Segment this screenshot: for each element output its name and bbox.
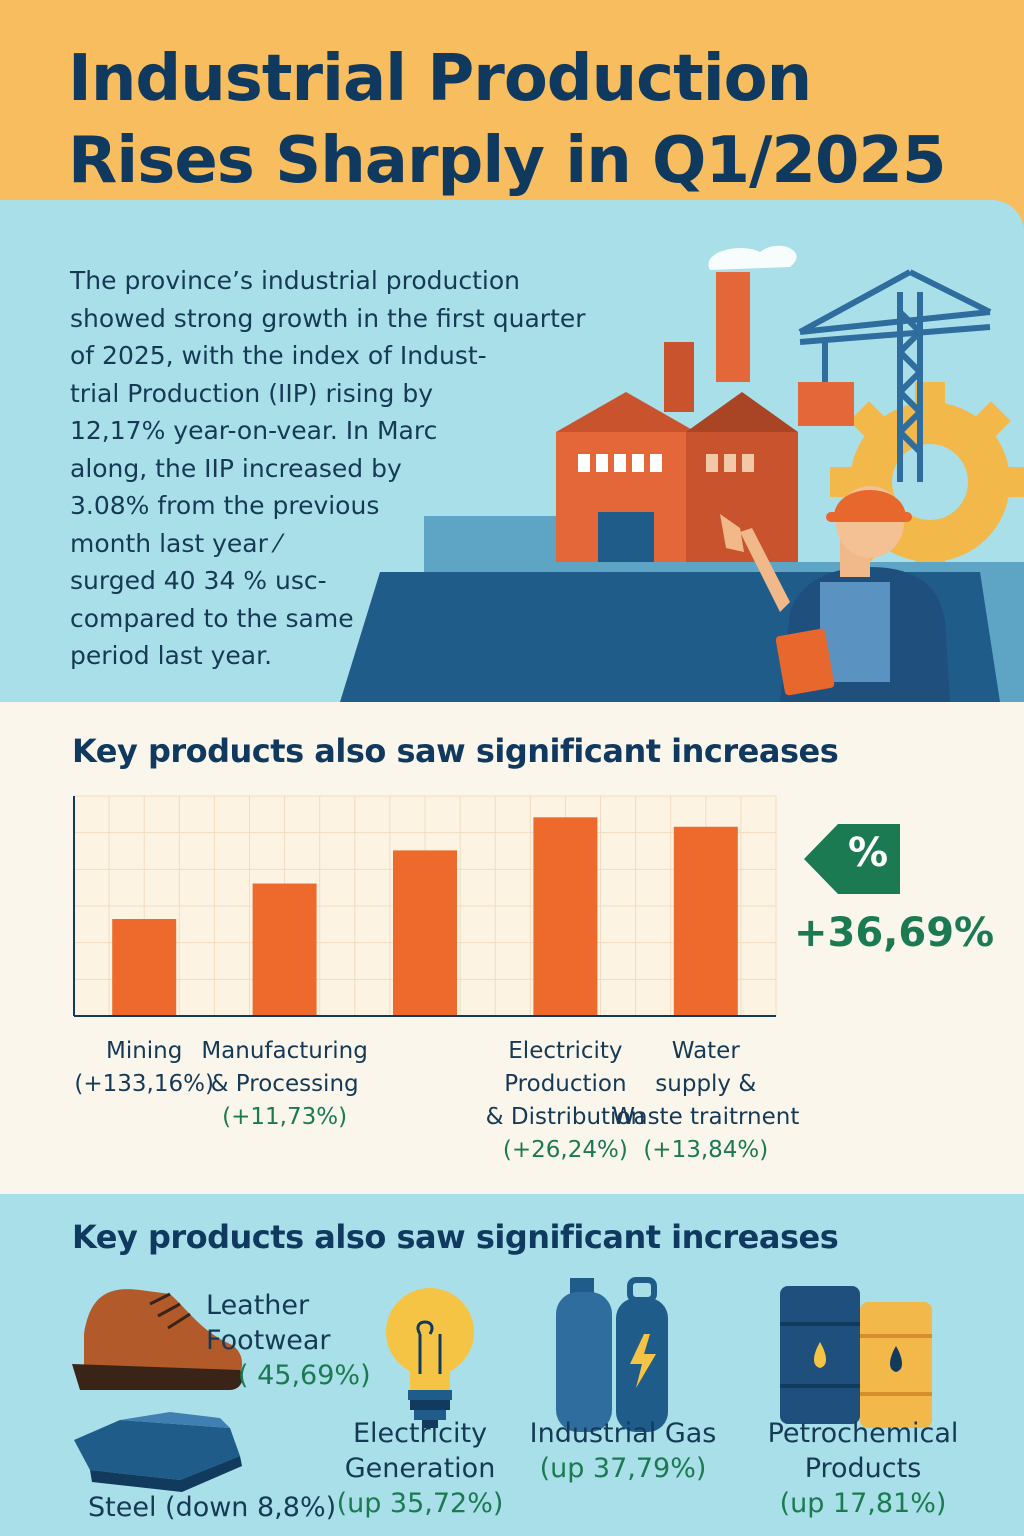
shoe-icon <box>72 1289 243 1390</box>
chart-bar <box>252 883 317 1016</box>
gas-cylinder-icon <box>556 1277 668 1432</box>
crane-load-icon <box>798 382 854 426</box>
factory-illustration <box>340 245 1024 702</box>
category-name-line: & Processing <box>210 1071 359 1097</box>
category-percentage: (+11,73%) <box>222 1104 348 1130</box>
percent-tag-icon <box>804 824 900 894</box>
product-name-line: Generation <box>344 1453 496 1484</box>
product-name-line: Electricity <box>352 1418 488 1449</box>
category-name-line: Waste traitrnent <box>612 1104 800 1130</box>
product-steel: Steel (down 8,8%) <box>88 1490 336 1525</box>
chart-bar <box>393 850 457 1016</box>
products-heading: Key products also saw significant increa… <box>72 1218 839 1256</box>
product-leather-footwear: Leather Footwear ( 45,69%) <box>206 1288 371 1393</box>
chart-bar <box>533 817 598 1016</box>
category-percentage: (+133,16%) <box>74 1071 214 1097</box>
product-industrial-gas: Industrial Gas (up 37,79%) <box>520 1416 726 1486</box>
sector-chart-section: Key products also saw significant increa… <box>0 702 1024 1194</box>
header-divider <box>0 200 1024 232</box>
category-label: Water supply & Waste traitrnent (+13,84%) <box>611 1035 801 1167</box>
category-name-line: Production <box>504 1071 627 1097</box>
product-name-line: Products <box>804 1453 922 1484</box>
percent-symbol: % <box>847 830 889 876</box>
product-percentage: ( 45,69%) <box>238 1360 371 1391</box>
lightbulb-icon <box>386 1288 474 1428</box>
category-percentage: (+26,24%) <box>502 1137 628 1163</box>
product-percentage: (up 37,79%) <box>539 1453 707 1484</box>
chart-bar <box>673 826 738 1016</box>
category-label: Mining (+133,16%) <box>49 1035 239 1101</box>
product-percentage: (up 35,72%) <box>336 1488 504 1519</box>
chart-bar <box>112 919 177 1016</box>
intro-section: The province’s industrial production sho… <box>0 232 1024 702</box>
title-line-1: Industrial Production <box>68 42 812 116</box>
product-name-line: Leather <box>206 1290 310 1321</box>
product-percentage: (up 17,81%) <box>779 1488 947 1519</box>
intro-paragraph: The province’s industrial production sho… <box>70 266 586 670</box>
oil-barrel-icon <box>780 1286 932 1428</box>
product-electricity-generation: Electricity Generation (up 35,72%) <box>330 1416 510 1521</box>
category-percentage: (+13,84%) <box>643 1137 769 1163</box>
title-line-2: Rises Sharply in Q1/2025 <box>68 124 946 198</box>
category-label: Manufacturing & Processing (+11,73%) <box>190 1035 380 1134</box>
product-icons <box>72 1277 932 1492</box>
category-name-line: Electricity <box>508 1038 623 1064</box>
products-section: Key products also saw significant increa… <box>0 1194 1024 1536</box>
factory-icon <box>556 245 798 562</box>
sector-bar-chart <box>73 795 777 1017</box>
steel-bars-icon <box>74 1412 242 1492</box>
header-banner: Industrial Production Rises Sharply in Q… <box>0 0 1024 232</box>
category-name-line: Mining <box>105 1038 183 1064</box>
product-petrochemical: Petrochemical Products (up 17,81%) <box>754 1416 972 1521</box>
category-label: Electricity Production & Distribution (+26,… <box>470 1035 660 1167</box>
highlight-percentage: +36,69% <box>794 910 995 956</box>
chart-heading: Key products also saw significant increa… <box>72 732 839 770</box>
page-title: Industrial Production Rises Sharply in Q… <box>68 38 946 202</box>
category-name-line: & Distribution <box>485 1104 646 1130</box>
product-name-line: Petrochemical <box>767 1418 959 1449</box>
chart-bars <box>112 817 738 1016</box>
category-name-line: Manufacturing <box>201 1038 368 1064</box>
product-name-line: Steel (down 8,8%) <box>88 1492 337 1523</box>
category-name-line: supply & <box>655 1071 757 1097</box>
crane-icon <box>798 269 992 482</box>
category-name-line: Water <box>671 1038 740 1064</box>
product-name-line: Footwear <box>206 1325 331 1356</box>
product-name-line: Industrial Gas <box>529 1418 717 1449</box>
worker-icon <box>720 486 950 702</box>
